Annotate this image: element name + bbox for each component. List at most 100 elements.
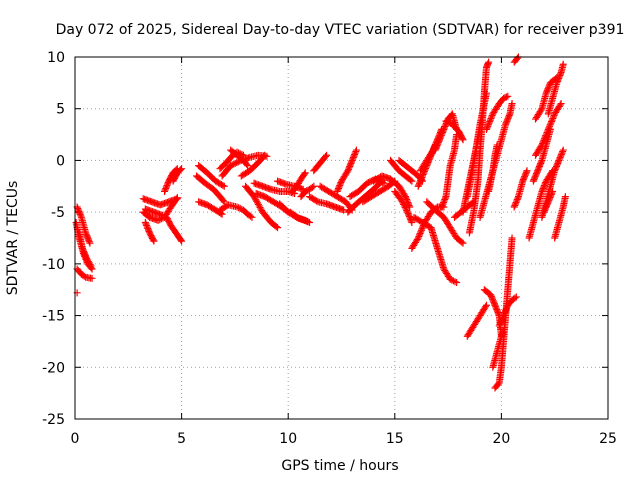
data-point	[85, 238, 93, 246]
data-point	[233, 203, 241, 211]
data-point	[154, 216, 162, 224]
data-point	[255, 202, 263, 210]
data-point	[511, 200, 519, 208]
data-point	[458, 134, 466, 142]
satellite-track	[465, 58, 493, 237]
data-point	[545, 82, 553, 90]
satellite-track	[476, 141, 501, 221]
satellite-track	[410, 213, 461, 286]
data-point	[417, 176, 425, 184]
data-point	[348, 156, 356, 164]
data-point	[512, 293, 520, 301]
satellite-track	[242, 182, 282, 232]
data-point	[503, 117, 511, 125]
data-point	[343, 168, 351, 176]
satellite-track	[195, 198, 226, 218]
data-point	[219, 197, 227, 205]
data-point	[347, 159, 355, 167]
data-point	[438, 201, 446, 209]
data-point	[551, 167, 559, 175]
data-point	[405, 211, 413, 219]
data-point	[546, 193, 554, 201]
data-point	[540, 135, 548, 143]
data-point	[75, 207, 83, 215]
data-point	[546, 195, 554, 203]
y-tick-label: -15	[42, 309, 65, 325]
data-point	[499, 313, 507, 321]
data-point	[446, 275, 454, 283]
data-point	[77, 212, 85, 220]
satellite-track	[391, 187, 416, 226]
satellite-track	[306, 193, 348, 214]
data-point	[251, 194, 259, 202]
data-point	[82, 230, 90, 238]
data-point	[542, 132, 550, 140]
data-point	[87, 262, 95, 270]
data-point	[458, 238, 466, 246]
data-point	[141, 218, 149, 226]
data-point	[402, 205, 410, 213]
x-tick-label: 15	[386, 431, 404, 447]
x-tick-label: 0	[71, 431, 80, 447]
data-point	[404, 208, 412, 216]
data-point	[156, 216, 164, 224]
data-point	[548, 118, 556, 126]
data-point	[505, 113, 513, 121]
data-point	[487, 292, 495, 300]
data-point	[553, 161, 561, 169]
data-point	[440, 197, 448, 205]
data-point	[541, 205, 549, 213]
data-point	[520, 174, 528, 182]
data-point	[502, 120, 510, 128]
data-point	[502, 119, 510, 127]
satellite-track	[73, 203, 94, 247]
data-point	[440, 125, 448, 133]
data-point	[322, 153, 330, 161]
data-point	[500, 312, 508, 320]
data-point	[144, 224, 152, 232]
data-point	[555, 156, 563, 164]
x-tick-label: 5	[177, 431, 186, 447]
data-point	[553, 77, 561, 85]
data-point	[419, 170, 427, 178]
data-point	[537, 142, 545, 150]
data-point	[539, 186, 547, 194]
y-tick-label: 0	[56, 153, 65, 169]
data-point	[486, 118, 494, 126]
satellite-track	[227, 146, 252, 170]
data-point	[417, 226, 425, 234]
data-point	[161, 186, 169, 194]
data-point	[334, 186, 342, 194]
data-point	[379, 178, 387, 186]
data-point	[498, 315, 506, 323]
data-point	[545, 83, 553, 91]
data-point	[548, 189, 556, 197]
data-point	[559, 146, 567, 154]
data-point	[547, 119, 555, 127]
data-point	[74, 206, 82, 214]
data-point	[445, 119, 453, 127]
data-point	[434, 140, 442, 148]
data-point	[402, 194, 410, 202]
data-point	[417, 175, 425, 183]
data-point	[218, 210, 226, 218]
data-point	[540, 182, 548, 190]
data-point	[541, 207, 549, 215]
data-point	[512, 199, 520, 207]
data-point	[557, 100, 565, 108]
data-point	[323, 151, 331, 159]
chart-title: Day 072 of 2025, Sidereal Day-to-day VTE…	[56, 22, 625, 38]
data-point	[510, 203, 518, 211]
data-point	[441, 122, 449, 130]
data-point	[546, 122, 554, 130]
satellite-track	[237, 151, 269, 180]
data-point	[494, 380, 502, 388]
data-point	[335, 183, 343, 191]
data-point	[459, 239, 467, 247]
data-point	[508, 100, 516, 108]
satellite-track	[141, 218, 158, 245]
data-point	[543, 129, 551, 137]
data-point	[76, 209, 84, 217]
satellite-track	[532, 100, 565, 159]
data-point	[552, 164, 560, 172]
